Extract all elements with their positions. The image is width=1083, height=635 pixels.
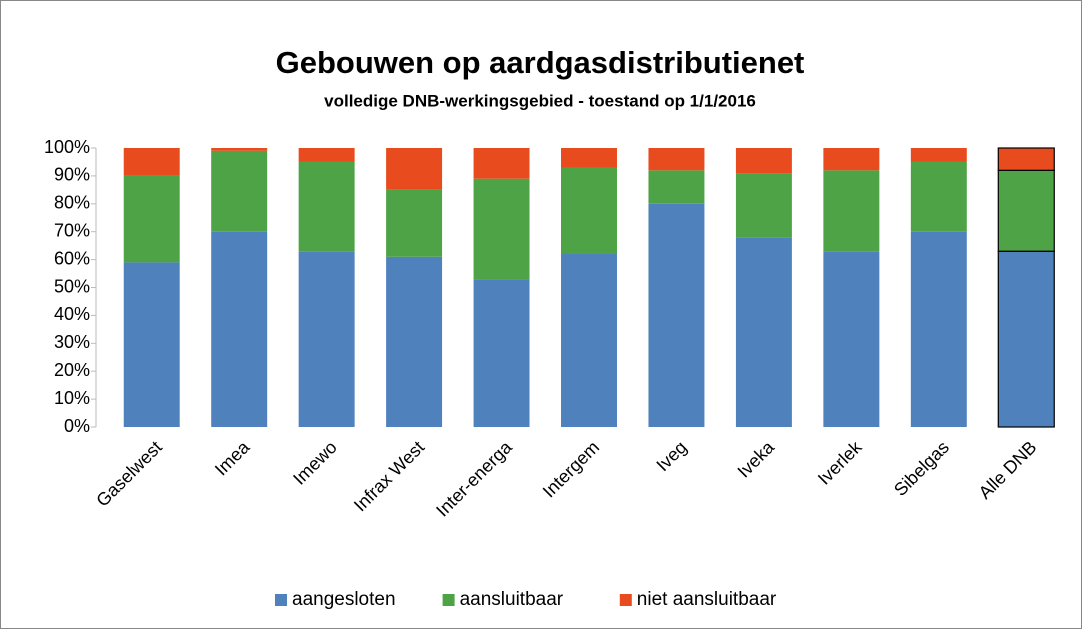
bar-segment [386,256,443,427]
bar-segment [735,173,792,238]
bar-segment [823,251,880,427]
legend-swatch [275,594,287,606]
bar-segment [473,279,530,427]
y-tick-label: 90% [54,165,90,185]
bar-segment [561,167,617,255]
bar-segment [997,250,1055,428]
chart-subtitle: volledige DNB-werkingsgebied - toestand … [324,91,756,110]
y-tick-label: 50% [54,276,90,296]
bar-segment [648,148,705,171]
bar-segment [123,175,180,263]
legend-label: aangesloten [292,589,396,610]
bar-segment [211,148,268,151]
legend-swatch [442,594,455,606]
bar-segment [823,170,880,252]
bar-segment [123,262,180,427]
bar-segment [648,170,705,204]
y-tick-label: 40% [54,304,90,324]
legend-swatch [619,594,632,606]
bar-segment [997,169,1055,252]
y-tick-label: 70% [54,220,90,240]
bar-segment [997,147,1055,171]
bar-segment [211,150,268,232]
y-tick-label: 10% [54,388,90,408]
chart-title: Gebouwen op aardgasdistributienet [276,45,805,80]
bar-segment [561,254,617,427]
legend-label: niet aansluitbaar [637,589,777,610]
bar-segment [910,161,967,232]
y-tick-label: 30% [54,332,90,352]
bar-segment [561,148,617,168]
bar-segment [823,148,880,171]
bar-segment [735,148,792,174]
bar-segment [648,203,705,427]
bar-segment [386,148,443,190]
bar-segment [910,231,967,427]
bar-segment [298,161,355,252]
bar-segment [473,178,530,280]
y-tick-label: 60% [54,248,90,268]
bar-segment [910,148,967,162]
y-tick-label: 0% [64,416,90,436]
y-tick-label: 80% [54,193,90,213]
bar-segment [386,189,443,257]
bar-segment [123,148,180,176]
legend-label: aansluitbaar [460,589,564,610]
bar-segment [298,148,355,162]
bar-segment [211,231,268,427]
bar-segment [735,237,792,427]
y-tick-label: 100% [44,137,90,157]
bar-segment [298,251,355,427]
y-tick-label: 20% [54,360,90,380]
bar-segment [473,148,530,179]
